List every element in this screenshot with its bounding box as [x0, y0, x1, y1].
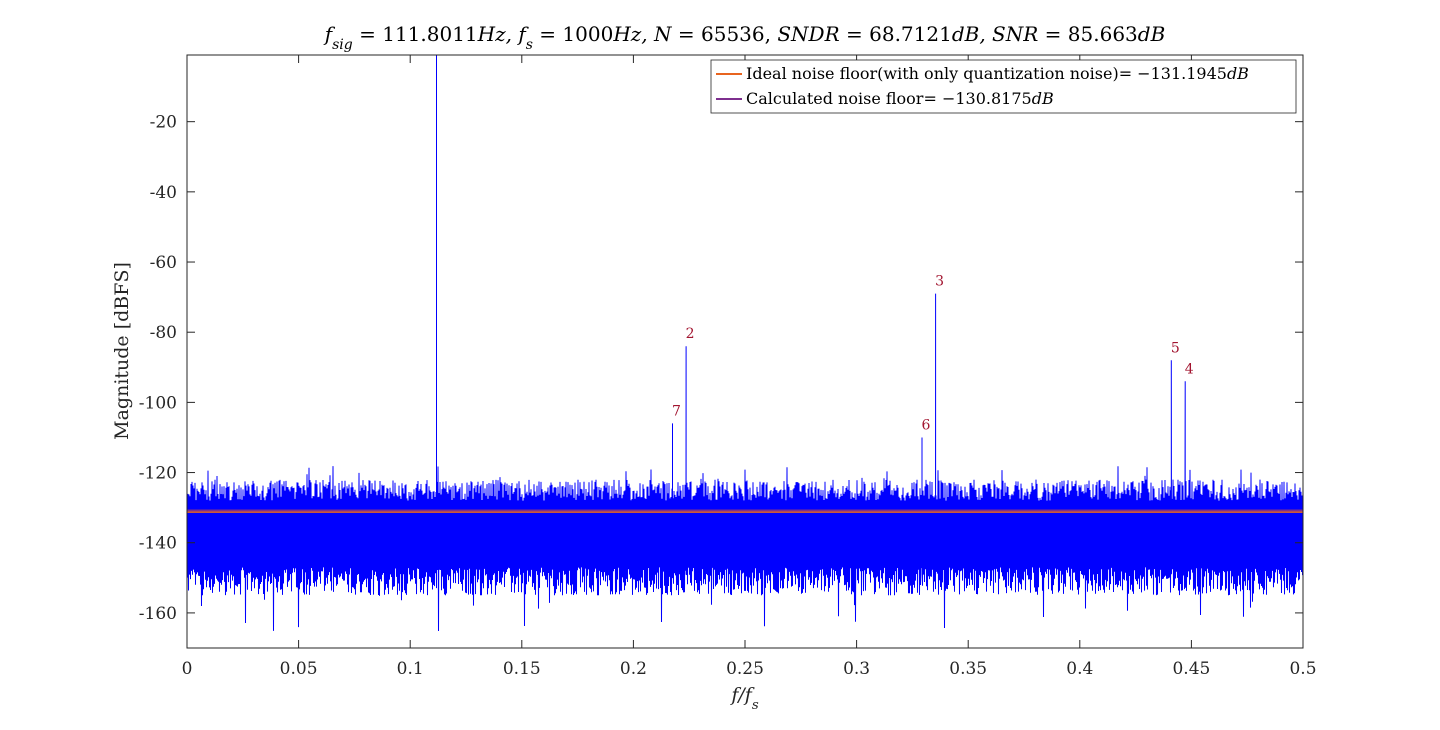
x-axis: 0 0.05 0.1 0.15 0.2 0.25 0.3 0.35 0.4 0.45 0.5 — [182, 55, 1317, 679]
legend-entry-calculated: Calculated noise floor= −130.8175dB — [746, 89, 1054, 108]
harmonic-label: 6 — [922, 417, 931, 433]
x-tick-label: 0.25 — [726, 659, 764, 679]
y-tick-label: -60 — [150, 253, 177, 273]
spectrum-series — [186, 55, 1304, 632]
x-tick-label: 0.15 — [503, 659, 541, 679]
chart-title: fsig = 111.8011Hz, fs = 1000Hz, N = 6553… — [323, 22, 1166, 53]
text-part: SNDR — [777, 22, 839, 46]
y-axis-label: Magnitude [dBFS] — [111, 262, 133, 440]
legend-box — [710, 59, 1297, 114]
x-tick-label: 0.35 — [949, 659, 987, 679]
x-tick-label: 0.5 — [1289, 659, 1316, 679]
x-axis-label: f/fs — [729, 684, 758, 713]
legend-entry-calculated-name: Calculated noise floor — [746, 89, 924, 108]
y-tick-label: -20 — [150, 113, 177, 133]
y-tick-label: -160 — [139, 604, 177, 624]
y-tick-label: -100 — [139, 393, 177, 413]
text-part: Hz, f — [477, 22, 530, 46]
x-tick-label: 0.05 — [280, 659, 318, 679]
text-part: = 111.8011 — [353, 22, 478, 46]
y-axis: -20 -40 -60 -80 -100 -120 -140 -160 — [139, 113, 1303, 624]
x-tick-label: 0.1 — [397, 659, 424, 679]
harmonic-label: 4 — [1185, 361, 1194, 377]
y-tick-label: -40 — [150, 183, 177, 203]
text-part: Hz, N — [612, 22, 673, 46]
text-part: = 85.663 — [1038, 22, 1137, 46]
harmonic-annotations: 2 3 45 6 7 — [672, 274, 1194, 434]
legend-entry-calculated-value: = −130.8175 — [923, 89, 1031, 108]
text-part: dB, SNR — [952, 22, 1038, 46]
legend-entry-ideal-unit: dB — [1227, 64, 1249, 83]
x-tick-label: 0 — [182, 659, 193, 679]
text-part: sig — [332, 37, 353, 53]
legend-entry-ideal-name: Ideal noise floor(with only quantization… — [746, 64, 1119, 83]
x-tick-label: 0.3 — [843, 659, 870, 679]
legend-entry-calculated-unit: dB — [1032, 89, 1054, 108]
text-part: = 65536, — [672, 22, 778, 46]
text-part: dB — [1138, 22, 1166, 46]
legend: Ideal noise floor(with only quantization… — [710, 59, 1297, 114]
harmonic-label: 2 — [686, 326, 695, 342]
harmonic-label: 7 — [672, 403, 681, 419]
text-part: = 68.7121 — [840, 22, 952, 46]
y-tick-label: -120 — [139, 464, 177, 484]
y-tick-label: -80 — [150, 323, 177, 343]
harmonic-label: 3 — [935, 274, 944, 290]
text-part: f/f — [729, 684, 754, 706]
text-part: = 1000 — [533, 22, 613, 46]
y-tick-label: -140 — [139, 534, 177, 554]
plot-area: 2 3 45 6 7 — [186, 54, 1304, 649]
legend-entry-ideal-value: = −131.1945 — [1119, 64, 1227, 83]
noise-floor-lines — [187, 509, 1303, 513]
text-part: s — [752, 698, 759, 713]
text-part: s — [526, 37, 533, 53]
x-tick-label: 0.2 — [620, 659, 647, 679]
x-tick-label: 0.4 — [1066, 659, 1093, 679]
spectrum-trace — [186, 55, 1304, 632]
harmonic-label: 5 — [1171, 340, 1180, 356]
x-tick-label: 0.45 — [1172, 659, 1210, 679]
legend-entry-ideal: Ideal noise floor(with only quantization… — [746, 64, 1249, 83]
